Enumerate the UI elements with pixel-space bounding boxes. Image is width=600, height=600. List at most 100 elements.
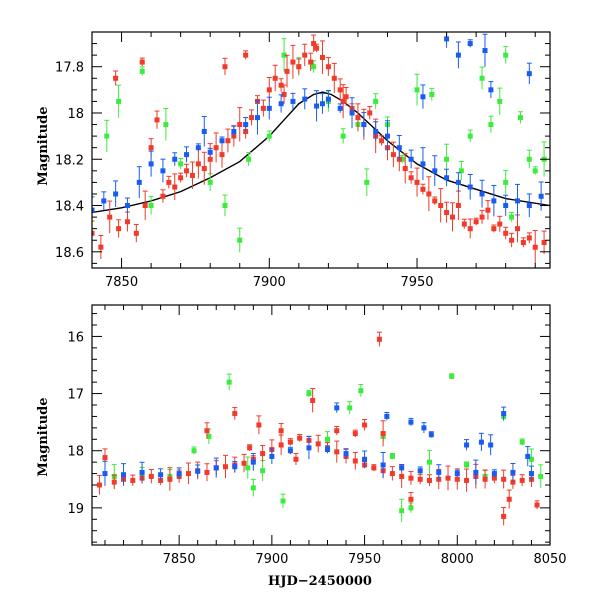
top-plot-area: [92, 32, 550, 264]
data-point-green: [226, 379, 232, 385]
data-point-green: [526, 156, 532, 162]
x-tick-label: 7850: [163, 552, 196, 567]
data-point-red: [281, 91, 287, 97]
data-point-blue: [124, 203, 130, 209]
data-point-red: [272, 75, 278, 81]
data-point-blue: [473, 469, 479, 475]
data-point-blue: [526, 203, 532, 209]
data-point-red: [319, 54, 325, 60]
data-point-red: [189, 172, 195, 178]
data-point-blue: [444, 175, 450, 181]
data-point-red: [534, 502, 540, 508]
data-point-red: [371, 465, 377, 471]
data-point-red: [461, 221, 467, 227]
data-point-blue: [478, 439, 484, 445]
data-point-blue: [287, 448, 293, 454]
data-point-red: [352, 431, 358, 437]
data-point-blue: [396, 145, 402, 151]
data-point-blue: [325, 96, 331, 102]
data-point-red: [232, 411, 238, 417]
data-point-green: [266, 133, 272, 139]
data-point-blue: [528, 471, 534, 477]
data-point-red: [113, 75, 119, 81]
data-point-blue: [526, 71, 532, 77]
data-point-green: [517, 115, 523, 121]
data-point-blue: [266, 105, 272, 111]
data-point-blue: [319, 101, 325, 107]
data-point-blue: [306, 445, 312, 451]
data-point-green: [426, 459, 432, 465]
data-point-red: [501, 513, 507, 519]
data-point-blue: [428, 432, 434, 438]
data-point-red: [308, 59, 314, 65]
x-tick-label: 7900: [253, 275, 286, 290]
y-tick-label: 18: [67, 107, 84, 122]
data-point-red: [201, 166, 207, 172]
data-point-blue: [314, 103, 320, 109]
data-point-red: [296, 64, 302, 70]
y-tick-label: 18.4: [55, 200, 84, 215]
data-point-red: [148, 473, 154, 479]
data-point-red: [315, 441, 321, 447]
data-point-red: [223, 464, 229, 470]
data-point-blue: [254, 115, 260, 121]
data-point-green: [191, 448, 197, 454]
data-point-blue: [148, 161, 154, 167]
data-point-blue: [176, 471, 182, 477]
data-point-red: [510, 479, 516, 485]
x-tick-label: 7850: [105, 275, 138, 290]
data-point-red: [278, 82, 284, 88]
data-point-blue: [408, 419, 414, 425]
data-point-red: [266, 87, 272, 93]
data-point-red: [260, 105, 266, 111]
data-point-red: [334, 428, 340, 434]
data-point-red: [482, 476, 488, 482]
data-point-red: [503, 230, 509, 236]
data-point-red: [311, 41, 317, 47]
data-point-blue: [219, 138, 225, 144]
data-point-green: [358, 388, 364, 394]
data-point-red: [222, 64, 228, 70]
data-point-green: [306, 391, 312, 397]
data-point-blue: [121, 472, 127, 478]
data-point-red: [130, 477, 136, 483]
data-point-blue: [373, 128, 379, 134]
y-tick-label: 19: [67, 502, 84, 517]
data-point-blue: [172, 156, 178, 162]
data-point-blue: [337, 105, 343, 111]
data-point-red: [449, 214, 455, 220]
data-point-blue: [139, 469, 145, 475]
data-point-red: [352, 458, 358, 464]
data-point-red: [454, 476, 460, 482]
data-point-green: [281, 52, 287, 58]
data-point-red: [464, 477, 470, 483]
data-point-red: [219, 152, 225, 158]
bottom-xlabel: HJD−2450000: [268, 574, 372, 589]
data-point-red: [389, 471, 395, 477]
data-point-red: [195, 161, 201, 167]
data-point-red: [225, 138, 231, 144]
data-point-blue: [343, 451, 349, 457]
data-point-red: [362, 422, 368, 428]
data-point-blue: [231, 128, 237, 134]
data-point-blue: [195, 468, 201, 474]
data-point-blue: [324, 447, 330, 453]
data-point-green: [178, 161, 184, 167]
data-point-red: [98, 244, 104, 250]
data-point-red: [514, 226, 520, 232]
data-point-red: [166, 179, 172, 185]
y-tick-label: 18: [67, 445, 84, 460]
data-point-blue: [380, 462, 386, 468]
data-point-red: [497, 221, 503, 227]
data-point-green: [206, 433, 212, 439]
data-point-red: [367, 110, 373, 116]
data-point-blue: [101, 198, 107, 204]
data-point-red: [243, 52, 249, 58]
data-point-blue: [455, 179, 461, 185]
data-point-red: [473, 219, 479, 225]
data-point-green: [479, 75, 485, 81]
y-tick-label: 18.2: [55, 153, 84, 168]
data-point-red: [519, 477, 525, 483]
data-point-green: [399, 156, 405, 162]
